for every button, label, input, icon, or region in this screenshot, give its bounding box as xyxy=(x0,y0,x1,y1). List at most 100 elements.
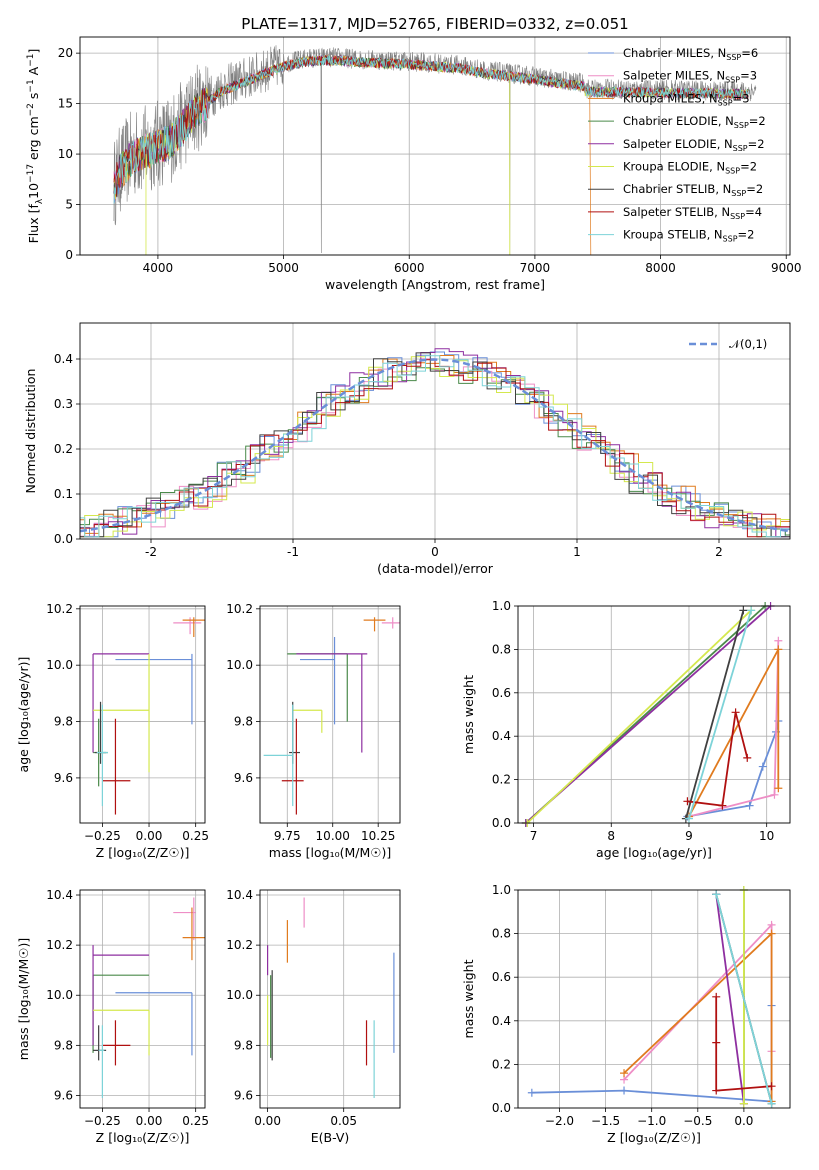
axes-frame xyxy=(517,605,791,824)
y-tick-label: 0.1 xyxy=(54,487,73,501)
legend-name: Chabrier MILES xyxy=(623,46,710,60)
y-tick-label: 10.2 xyxy=(46,938,73,952)
legend-entry: Chabrier MILES, NSSP=6 xyxy=(623,46,758,62)
legend-eq: = xyxy=(740,69,750,83)
weight-marker xyxy=(739,1099,748,1108)
spectrum-panel: 4000 5000 6000 7000 8000 9000 0 5 10 15 20 waveleng… xyxy=(26,36,802,292)
y-tick-label: 9.6 xyxy=(54,771,73,785)
legend-sep: , N xyxy=(718,114,734,128)
legend-entry: 𝒩(0,1) xyxy=(729,337,767,351)
weight-vs-metallicity-panel: −2.0 −1.5 −1.0 −0.5 0.0 0.0 0.2 0.4 0.6 0.8 1.0 Z [… xyxy=(461,883,791,1145)
legend-entry: Salpeter ELODIE, NSSP=2 xyxy=(623,137,765,153)
legend-sep: , N xyxy=(717,137,733,151)
x-tick-label: −0.25 xyxy=(84,1114,121,1128)
y-tick-label: 10 xyxy=(58,147,73,161)
weight-marker xyxy=(712,992,721,1001)
legend-entry: Salpeter STELIB, NSSP=4 xyxy=(623,205,762,221)
legend-nssp: 2 xyxy=(756,182,763,196)
x-tick-label: 9.75 xyxy=(274,829,301,843)
weight-marker xyxy=(731,708,740,717)
x-axis-label: (data-model)/error xyxy=(377,561,494,576)
weight-line-8 xyxy=(715,894,773,1104)
y-label-part: A xyxy=(26,66,41,79)
legend-eq: = xyxy=(738,228,748,242)
axes-frame xyxy=(517,889,791,1109)
y-label-part: 10 xyxy=(26,183,41,199)
axes-frame xyxy=(79,889,206,1109)
y-label-part: Flux [f xyxy=(26,204,41,244)
y-tick-label: 0.2 xyxy=(54,442,73,456)
weight-line-6 xyxy=(685,610,745,819)
legend-sub: SSP xyxy=(734,121,749,130)
y-tick-label: 9.8 xyxy=(234,715,253,729)
legend-sep: , N xyxy=(710,46,726,60)
y-tick-label: 15 xyxy=(58,97,73,111)
weight-marker xyxy=(770,790,779,799)
histogram-step-6 xyxy=(80,352,790,538)
y-tick-label: 9.8 xyxy=(54,1038,73,1052)
y-tick-label: 10.0 xyxy=(46,988,73,1002)
legend-nssp: 2 xyxy=(750,160,757,174)
axes-frame xyxy=(259,605,401,824)
x-tick-label: 10.25 xyxy=(361,829,395,843)
legend-name: Salpeter MILES xyxy=(623,69,709,83)
legend-eq: = xyxy=(749,114,759,128)
x-axis-label: age [log₁₀(age/yr)] xyxy=(596,845,712,860)
y-axis-label: age [log₁₀(age/yr)] xyxy=(16,657,31,773)
mass-vs-ebv-panel: 0.00 0.05 9.6 9.8 10.0 10.2 10.4 E(B-V) xyxy=(226,888,401,1145)
y-tick-label: 0.8 xyxy=(492,642,511,656)
axes-frame xyxy=(79,322,791,540)
weight-marker xyxy=(767,1082,776,1091)
weight-marker xyxy=(684,814,693,823)
y-label-part: erg cm xyxy=(26,116,41,164)
legend-sub: SSP xyxy=(730,212,745,221)
age-vs-mass-panel: 9.75 10.00 10.25 9.6 9.8 10.0 10.2 mass [log₁₀(… xyxy=(226,602,401,860)
y-tick-label: 0.8 xyxy=(492,927,511,941)
x-axis-label: Z [log₁₀(Z/Z☉)] xyxy=(96,1130,190,1145)
legend-name: Chabrier ELODIE xyxy=(623,114,718,128)
weight-marker xyxy=(747,606,756,615)
x-tick-label: −0.5 xyxy=(683,1114,712,1128)
y-tick-label: 9.6 xyxy=(234,1088,253,1102)
legend-sep: , N xyxy=(709,69,725,83)
legend-entry: Kroupa STELIB, NSSP=2 xyxy=(623,228,755,244)
y-tick-label: 5 xyxy=(65,198,73,212)
axes-frame xyxy=(79,36,791,256)
x-tick-label: 0.0 xyxy=(734,1114,753,1128)
y-label-part: ] xyxy=(26,49,41,54)
legend-sub: SSP xyxy=(718,98,733,107)
legend-nssp: 2 xyxy=(757,137,764,151)
legend-sub: SSP xyxy=(725,167,740,176)
y-axis-label: Normed distribution xyxy=(23,369,38,494)
x-tick-label: −0.25 xyxy=(84,829,121,843)
x-axis-label: Z [log₁₀(Z/Z☉)] xyxy=(96,845,190,860)
y-label-part: −1 xyxy=(26,79,36,92)
y-tick-label: 0 xyxy=(65,248,73,262)
weight-marker xyxy=(712,1086,721,1095)
x-tick-label: -1 xyxy=(287,545,299,559)
y-tick-label: 0.0 xyxy=(54,532,73,546)
y-axis-label: mass weight xyxy=(461,675,476,754)
legend-nssp: 3 xyxy=(742,91,749,105)
x-tick-label: 10.00 xyxy=(316,829,350,843)
normal-reference-curve xyxy=(79,358,791,533)
histogram-step-3 xyxy=(80,367,790,538)
y-label-part: −17 xyxy=(26,164,36,183)
y-tick-label: 0.6 xyxy=(492,970,511,984)
y-label-part: −2 xyxy=(26,103,36,116)
y-tick-label: 0.4 xyxy=(492,729,511,743)
x-tick-label: 5000 xyxy=(268,261,299,275)
y-tick-label: 9.6 xyxy=(54,1088,73,1102)
y-tick-label: 20 xyxy=(58,46,73,60)
legend-sep: , N xyxy=(714,205,730,219)
legend-entry: Chabrier STELIB, NSSP=2 xyxy=(623,182,763,198)
y-label-part: s xyxy=(26,93,41,104)
mass-vs-metallicity-panel: −0.25 0.00 0.25 9.6 9.8 10.0 10.2 10.4 Z [log₁₀(… xyxy=(16,888,209,1145)
histogram-step-5 xyxy=(80,356,790,538)
weight-marker xyxy=(712,890,721,899)
legend-eq: = xyxy=(741,46,751,60)
legend-name: Salpeter STELIB xyxy=(623,205,714,219)
y-tick-label: 10.0 xyxy=(226,988,253,1002)
y-tick-label: 10.4 xyxy=(226,888,253,902)
weight-marker xyxy=(774,784,783,793)
